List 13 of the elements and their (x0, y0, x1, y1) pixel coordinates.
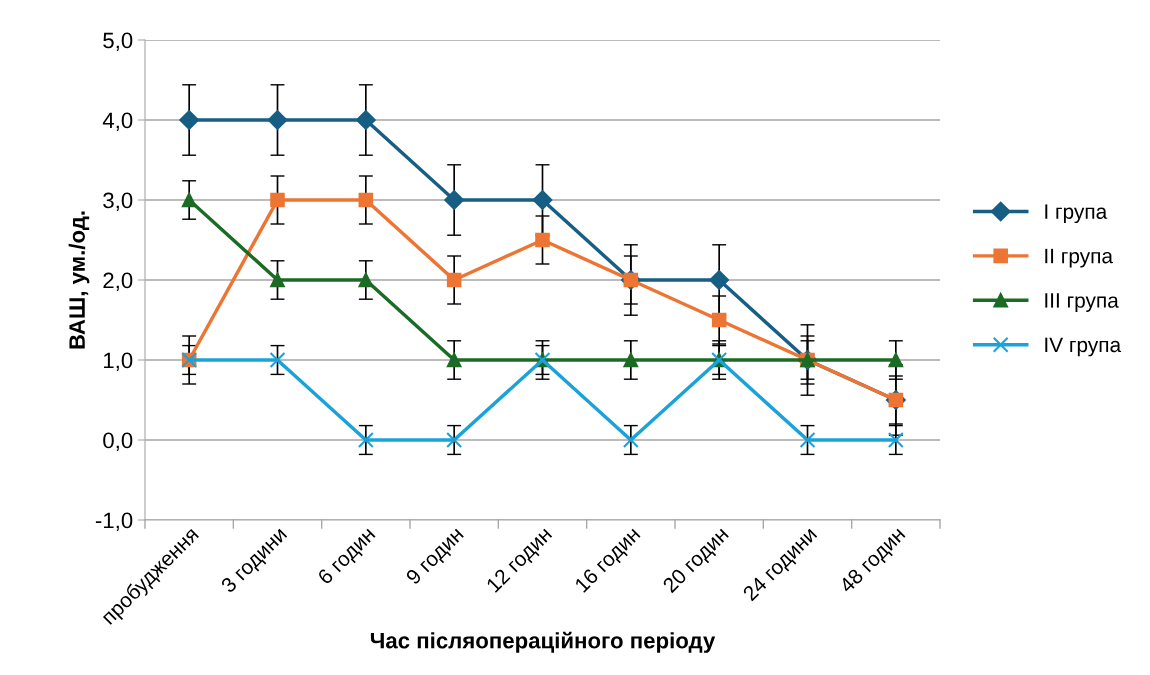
legend-label: IV група (1045, 337, 1122, 357)
y-tick-label: 0,0 (103, 432, 133, 451)
legend-label: III група (1045, 293, 1119, 312)
legend-label: II група (1045, 248, 1113, 268)
y-tick-label: 5,0 (103, 32, 133, 51)
y-tick-label: 3,0 (103, 192, 133, 211)
y-tick-label: 4,0 (102, 112, 133, 131)
y-tick-label: -1,0 (95, 512, 133, 531)
x-axis-title: Час післяопераційного періоду (370, 631, 716, 653)
y-axis-title: ВАШ, ум./од. (68, 211, 90, 349)
legend-label: I група (1045, 204, 1108, 224)
y-tick-label: 1,0 (104, 352, 133, 371)
y-tick-label: 2,0 (103, 272, 133, 291)
